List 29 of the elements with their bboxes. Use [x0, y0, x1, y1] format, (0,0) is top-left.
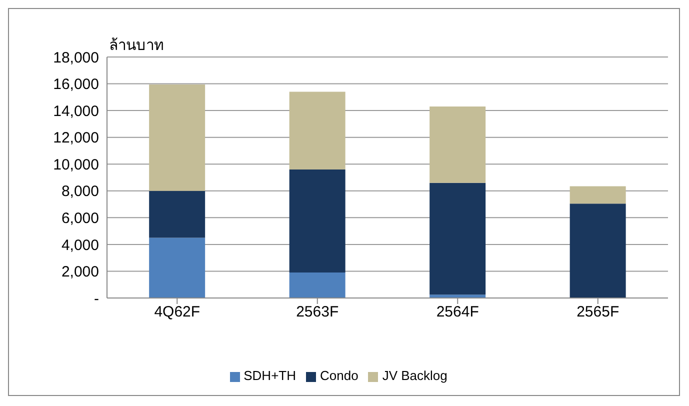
x-tick-label: 2565F	[576, 304, 620, 321]
y-tick-label: 12,000	[53, 130, 99, 147]
y-axis-title: ล้านบาท	[109, 36, 164, 56]
bar	[570, 186, 626, 204]
y-tick-label: 16,000	[53, 76, 99, 94]
bar	[289, 169, 346, 273]
bar	[289, 272, 346, 298]
bar	[430, 182, 486, 295]
y-tick-label: 18,000	[53, 49, 99, 66]
x-tick-label: 4Q62F	[154, 304, 200, 321]
bar	[149, 238, 206, 298]
bar	[149, 190, 206, 238]
x-tick-label: 2563F	[296, 304, 339, 321]
bar	[289, 92, 346, 170]
y-tick-label: 6,000	[61, 210, 99, 227]
bar	[570, 204, 626, 298]
bar	[430, 294, 486, 298]
x-tick-label: 2564F	[436, 304, 479, 321]
bar	[430, 106, 486, 183]
y-tick-label: 14,000	[53, 102, 99, 120]
legend-label: JV Backlog	[382, 368, 448, 383]
legend-label: SDH+TH	[244, 368, 296, 383]
y-tick-label: 2,000	[61, 264, 99, 281]
y-tick-label: 4,000	[61, 236, 99, 254]
bar	[149, 84, 206, 191]
y-tick-label: 10,000	[53, 156, 99, 174]
y-tick-label: -	[94, 290, 99, 308]
legend-label: Condo	[320, 368, 358, 383]
y-tick-label: 8,000	[61, 183, 99, 200]
